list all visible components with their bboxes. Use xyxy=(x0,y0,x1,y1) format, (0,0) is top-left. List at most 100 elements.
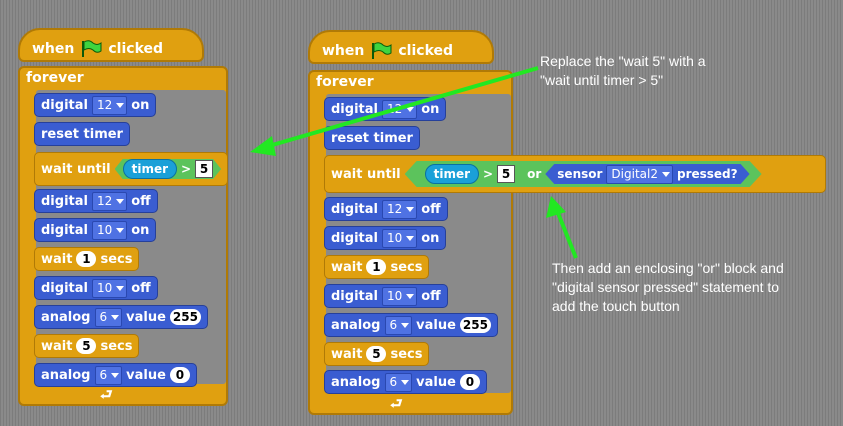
port-dropdown[interactable]: 10 xyxy=(381,286,418,306)
block-label: wait xyxy=(331,346,363,362)
port-dropdown[interactable]: 12 xyxy=(91,95,128,115)
annotation-line: add the touch button xyxy=(552,298,680,314)
value-input[interactable]: 255 xyxy=(459,317,491,333)
clicked-label: clicked xyxy=(108,41,164,57)
unit-label: secs xyxy=(390,346,423,362)
state-label: on xyxy=(131,97,150,113)
clicked-label: clicked xyxy=(398,43,454,59)
value-input[interactable]: 0 xyxy=(169,367,190,383)
port-dropdown[interactable]: 10 xyxy=(91,220,128,240)
port-dropdown[interactable]: 6 xyxy=(94,365,123,385)
digital-on-block[interactable]: digital 10 on xyxy=(34,218,157,242)
digital-off-block[interactable]: digital 10 off xyxy=(34,276,158,300)
value-input[interactable]: 0 xyxy=(459,374,480,390)
value-input[interactable]: 5 xyxy=(195,160,213,178)
reset-timer-block[interactable]: reset timer xyxy=(324,126,420,150)
state-label: on xyxy=(421,101,440,117)
pressed-label: pressed? xyxy=(676,167,738,181)
timer-reporter[interactable]: timer xyxy=(123,159,177,179)
digital-off-block[interactable]: digital 12 off xyxy=(34,189,158,213)
block-label: wait xyxy=(41,338,73,354)
annotation-line: "wait until timer > 5" xyxy=(540,72,664,88)
unit-label: secs xyxy=(100,338,133,354)
port-dropdown[interactable]: 12 xyxy=(381,199,418,219)
port-value: 12 xyxy=(96,98,113,112)
port-dropdown[interactable]: 10 xyxy=(91,278,128,298)
analog-value-block[interactable]: analog 6 value 255 xyxy=(34,305,208,329)
dropdown-arrow-icon xyxy=(401,322,410,328)
dropdown-arrow-icon xyxy=(116,198,125,204)
greater-than-operator[interactable]: timer > 5 xyxy=(115,159,221,179)
wait-until-block[interactable]: wait until timer > 5 or sensor Digital2 … xyxy=(324,155,826,193)
value-label: value xyxy=(416,374,456,390)
unit-label: secs xyxy=(390,259,423,275)
sensor-label: sensor xyxy=(557,167,603,181)
reset-timer-block[interactable]: reset timer xyxy=(34,122,130,146)
block-label: analog xyxy=(41,367,91,383)
loop-arrow-icon: ⮐ xyxy=(100,387,113,403)
value-input[interactable]: 255 xyxy=(169,309,201,325)
right-script: when clicked forever ⮐ digital 12 on res… xyxy=(308,30,828,415)
annotation-line: Then add an enclosing "or" block and xyxy=(552,260,784,276)
port-dropdown[interactable]: 12 xyxy=(91,191,128,211)
forever-label: forever xyxy=(316,74,374,90)
value-label: value xyxy=(416,317,456,333)
port-value: 6 xyxy=(389,318,398,332)
port-dropdown[interactable]: 6 xyxy=(384,315,413,335)
or-operator[interactable]: timer > 5 or sensor Digital2 pressed? xyxy=(405,161,762,187)
analog-value-block[interactable]: analog 6 value 255 xyxy=(324,313,498,337)
port-dropdown[interactable]: 6 xyxy=(384,372,413,392)
wait-secs-block[interactable]: wait 1 secs xyxy=(324,255,430,279)
loop-arrow-icon: ⮐ xyxy=(390,396,403,412)
dropdown-arrow-icon xyxy=(406,235,415,241)
seconds-input[interactable]: 5 xyxy=(76,338,97,354)
digital-on-block[interactable]: digital 12 on xyxy=(34,93,157,117)
sensor-dropdown[interactable]: Digital2 xyxy=(606,165,673,184)
sensor-pressed-block[interactable]: sensor Digital2 pressed? xyxy=(545,164,749,184)
state-label: off xyxy=(131,280,151,296)
port-dropdown[interactable]: 6 xyxy=(94,307,123,327)
block-label: digital xyxy=(41,280,88,296)
block-label: digital xyxy=(331,101,378,117)
block-label: wait until xyxy=(41,161,111,177)
arrow-to-wait-until xyxy=(250,66,539,156)
analog-value-block[interactable]: analog 6 value 0 xyxy=(324,370,487,394)
seconds-input[interactable]: 5 xyxy=(366,346,387,362)
seconds-input[interactable]: 1 xyxy=(366,259,387,275)
greater-than-operator[interactable]: timer > 5 xyxy=(417,164,523,184)
state-label: on xyxy=(421,230,440,246)
wait-secs-block[interactable]: wait 5 secs xyxy=(34,334,140,358)
block-label: digital xyxy=(41,97,88,113)
block-label: digital xyxy=(331,288,378,304)
sensor-value: Digital2 xyxy=(611,167,658,181)
block-label: wait until xyxy=(331,166,401,182)
wait-until-block[interactable]: wait until timer > 5 xyxy=(34,152,229,186)
dropdown-arrow-icon xyxy=(111,372,120,378)
when-label: when xyxy=(32,41,75,57)
unit-label: secs xyxy=(100,251,133,267)
dropdown-arrow-icon xyxy=(406,206,415,212)
wait-secs-block[interactable]: wait 5 secs xyxy=(324,342,430,366)
value-input[interactable]: 5 xyxy=(497,165,515,183)
dropdown-arrow-icon xyxy=(662,172,670,177)
port-dropdown[interactable]: 10 xyxy=(381,228,418,248)
block-label: analog xyxy=(331,317,381,333)
digital-off-block[interactable]: digital 10 off xyxy=(324,284,448,308)
when-flag-clicked-hat[interactable]: when clicked xyxy=(308,30,494,64)
digital-off-block[interactable]: digital 12 off xyxy=(324,197,448,221)
dropdown-arrow-icon xyxy=(111,314,120,320)
wait-secs-block[interactable]: wait 1 secs xyxy=(34,247,140,271)
when-flag-clicked-hat[interactable]: when clicked xyxy=(18,28,204,62)
annotation-line: "digital sensor pressed" statement to xyxy=(552,279,780,295)
timer-reporter[interactable]: timer xyxy=(425,164,479,184)
dropdown-arrow-icon xyxy=(401,379,410,385)
block-label: wait xyxy=(331,259,363,275)
analog-value-block[interactable]: analog 6 value 0 xyxy=(34,363,197,387)
block-label: wait xyxy=(41,251,73,267)
digital-on-block[interactable]: digital 10 on xyxy=(324,226,447,250)
state-label: off xyxy=(131,193,151,209)
or-label: or xyxy=(527,167,542,181)
digital-on-block[interactable]: digital 12 on xyxy=(324,97,447,121)
seconds-input[interactable]: 1 xyxy=(76,251,97,267)
operator-symbol: > xyxy=(483,167,494,181)
